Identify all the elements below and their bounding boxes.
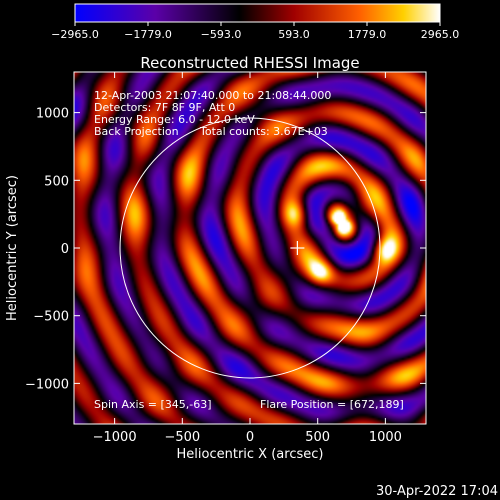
x-tick-label: 0	[246, 430, 254, 445]
annotation-method: Back Projection	[94, 125, 179, 138]
annotation-spin-axis: Spin Axis = [345,-63]	[94, 398, 212, 411]
x-axis-label: Heliocentric X (arcsec)	[177, 447, 324, 462]
annotations: 12-Apr-2003 21:07:40.000 to 21:08:44.000…	[94, 89, 404, 411]
y-tick-label: 500	[44, 174, 69, 189]
colorbar-tick-label: 1779.0	[348, 28, 387, 41]
y-tick-label: −1000	[25, 377, 69, 392]
y-tick-label: 0	[61, 242, 69, 257]
heatmap-area	[74, 72, 426, 424]
y-axis-label: Heliocentric Y (arcsec)	[5, 175, 20, 321]
colorbar-tick-label: −593.0	[201, 28, 242, 41]
x-tick-label: −1000	[93, 430, 137, 445]
heatmap-image	[74, 72, 426, 424]
colorbar-tick-label: 593.0	[278, 28, 310, 41]
annotation-counts: Total counts: 3.67E+03	[199, 125, 328, 138]
footer-timestamp: 30-Apr-2022 17:04	[376, 484, 498, 499]
annotation-flare-position: Flare Position = [672,189]	[260, 398, 404, 411]
y-tick-label: 1000	[36, 107, 69, 122]
colorbar: −2965.0 −1779.0 −593.0 593.0 1779.0 2965.0	[51, 3, 459, 41]
colorbar-ticks: −2965.0 −1779.0 −593.0 593.0 1779.0 2965.0	[51, 22, 459, 41]
annotation-detectors: Detectors: 7F 8F 9F, Att 0	[94, 101, 235, 114]
colorbar-tick-label: −2965.0	[51, 28, 99, 41]
annotation-energy: Energy Range: 6.0 - 12.0 keV	[94, 113, 255, 126]
x-tick-label: 500	[305, 430, 330, 445]
colorbar-tick-label: −1779.0	[124, 28, 172, 41]
y-tick-label: −500	[33, 310, 69, 325]
y-axis-ticks: −1000 −500 0 500 1000	[25, 107, 426, 392]
x-axis-ticks: −1000 −500 0 500 1000	[93, 72, 402, 445]
annotation-time: 12-Apr-2003 21:07:40.000 to 21:08:44.000	[94, 89, 331, 102]
flare-marker-cross	[290, 241, 305, 255]
x-tick-label: −500	[164, 430, 200, 445]
chart-title: Reconstructed RHESSI Image	[140, 54, 359, 72]
colorbar-strip	[74, 3, 441, 23]
solar-limb-circle	[119, 117, 381, 379]
x-tick-label: 1000	[369, 430, 402, 445]
colorbar-tick-label: 2965.0	[421, 28, 460, 41]
